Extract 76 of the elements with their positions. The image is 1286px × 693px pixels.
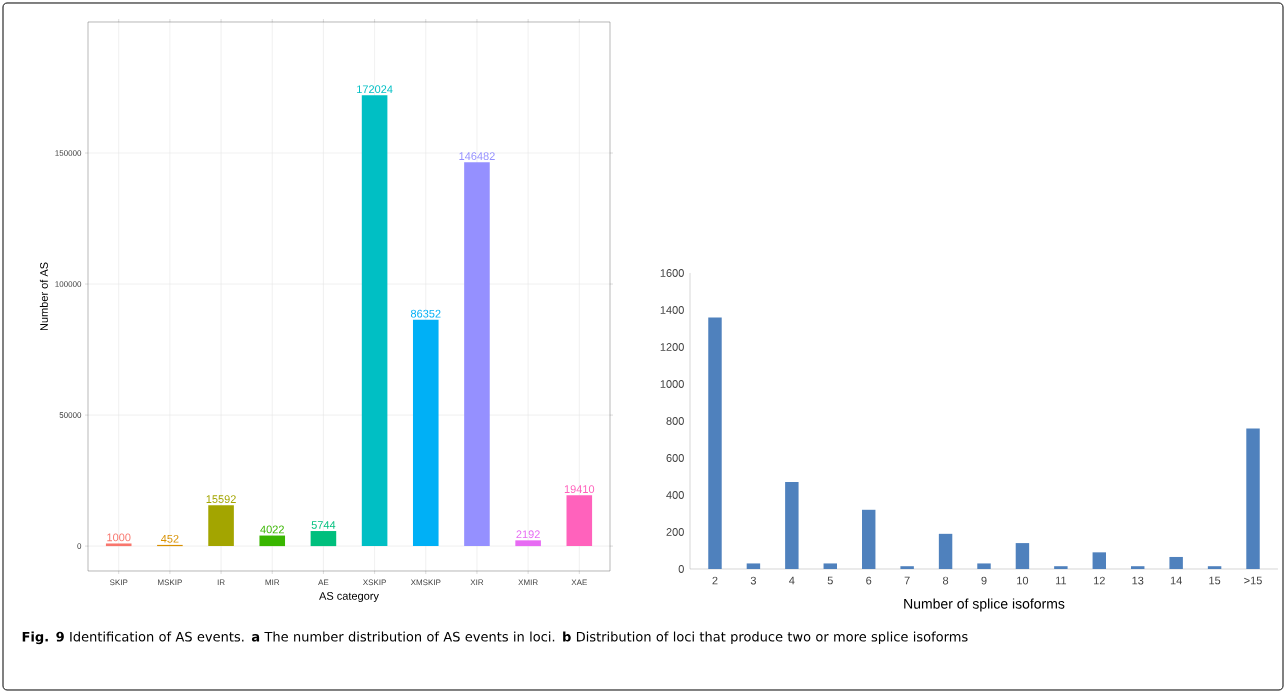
bar [1169,556,1183,569]
data-label: 452 [160,534,179,543]
x-axis-title: Number of splice isoforms [904,598,1065,612]
x-tick-label: SKIP [109,579,128,586]
y-tick-label: 150000 [55,150,82,156]
bar [1246,428,1260,569]
data-label: 172024 [357,85,393,94]
bar [208,505,234,547]
x-tick-label: 2 [712,576,718,585]
y-tick-label: 1000 [660,380,684,388]
y-tick-label: 1400 [660,306,684,314]
bar [900,566,914,569]
bar [938,533,953,569]
bar [566,495,593,547]
x-tick-label: 10 [1017,576,1029,585]
bar [1054,566,1068,569]
text: Fig. 9 Identification of AS events. a The number distribution of AS events in loci. b Distribution of loci that produce two or more splice isoforms [22,631,968,645]
data-label: 1000 [107,533,131,542]
y-tick-label: 100000 [55,281,82,287]
bar [1207,566,1222,569]
x-tick-label: AE [318,579,329,586]
x-tick-label: 12 [1094,576,1105,585]
bar [464,162,490,547]
x-tick-label: XMIR [518,579,538,586]
x-tick-label: 15 [1209,576,1221,585]
bar [361,95,388,547]
x-tick-label: 14 [1170,576,1182,585]
bar [1131,566,1145,569]
data-label: 146482 [459,152,495,161]
data-label: 15592 [206,495,236,504]
bar [105,543,132,547]
x-tick-label: 5 [827,576,833,585]
bar [310,531,337,547]
x-axis-title: AS category [319,592,379,602]
bar [746,563,761,569]
x-tick-label: 7 [904,576,910,585]
x-tick-label: 4 [789,576,795,585]
bar [861,509,876,569]
x-tick-label: 9 [981,576,987,585]
y-tick-label: 800 [666,417,684,425]
x-tick-label: XAE [571,579,587,586]
data-label: 4022 [260,525,284,534]
data-label: 19410 [564,485,595,494]
y-tick-label: 400 [666,491,684,499]
data-label: 5744 [311,521,336,529]
x-tick-label: XSKIP [362,579,386,586]
bar [259,535,286,547]
bar [785,482,799,569]
y-tick-label: 1200 [660,343,684,351]
bar [977,563,991,569]
data-label: 86352 [410,309,441,318]
y-tick-label: 0 [678,565,684,573]
y-tick-label: 50000 [59,412,82,418]
data-label: 2192 [516,530,540,539]
x-tick-label: 3 [750,576,756,585]
bar [515,540,541,547]
y-axis-title: Number of AS [39,262,48,331]
x-tick-label: >15 [1244,576,1262,585]
x-tick-label: 13 [1132,576,1144,585]
y-tick-label: 600 [666,454,684,462]
x-tick-label: MIR [265,579,280,586]
x-tick-label: 11 [1055,576,1067,585]
bar [708,317,722,569]
y-tick-label: 0 [77,543,82,549]
bar [1092,552,1107,569]
x-tick-label: XMSKIP [410,579,441,586]
x-tick-label: MSKIP [158,579,182,586]
bar [823,563,837,569]
y-tick-label: 1600 [660,269,684,277]
bar [412,319,439,547]
x-tick-label: IR [217,579,225,586]
bar [1015,543,1030,569]
x-tick-label: 6 [866,576,872,585]
x-tick-label: 8 [942,576,949,585]
x-tick-label: XIR [470,579,484,586]
y-tick-label: 200 [666,528,684,536]
